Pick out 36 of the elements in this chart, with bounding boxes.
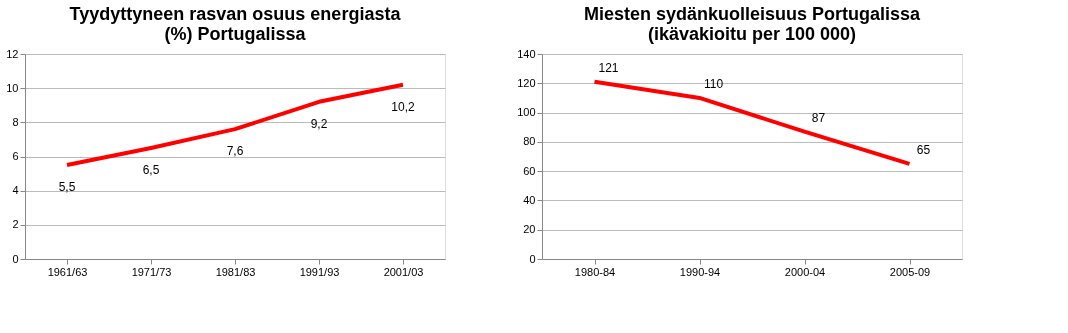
y-tick-label: 2	[12, 218, 19, 231]
data-label: 10,2	[391, 99, 415, 114]
y-tick-label: 6	[12, 150, 19, 162]
x-tick-label: 2000-04	[784, 265, 826, 278]
chart-title: Tyydyttyneen rasvan osuus energiasta (%) Portugalissa	[69, 4, 402, 44]
x-tick-label: 2005-09	[889, 265, 931, 278]
data-label: 87	[811, 110, 826, 125]
data-label: 7,6	[226, 144, 244, 159]
y-tick-label: 12	[6, 47, 19, 60]
data-label: 5,5	[58, 180, 76, 195]
y-tick-label: 140	[517, 47, 536, 60]
x-tick-label: 1961/63	[47, 265, 88, 278]
y-tick-label: 100	[517, 106, 536, 119]
y-tick-label: 8	[12, 115, 19, 128]
data-label: 65	[916, 142, 931, 157]
y-tick-label: 0	[12, 252, 19, 265]
chart-title: Miesten sydänkuolleisuus Portugalissa (ikävakioitu per 100 000)	[583, 4, 922, 44]
y-tick-label: 60	[523, 164, 536, 177]
line-series	[592, 79, 912, 166]
data-label: 9,2	[310, 116, 328, 131]
y-tick-label: 40	[523, 193, 536, 206]
data-label: 121	[598, 60, 619, 75]
y-tick-label: 20	[523, 223, 536, 236]
y-tick-label: 0	[529, 252, 536, 265]
x-tick-label: 1981/83	[215, 265, 256, 278]
x-tick-label: 1980-84	[574, 265, 616, 278]
y-tick-label: 80	[523, 135, 536, 148]
y-tick-label: 10	[6, 81, 19, 94]
y-tick-label: 120	[517, 76, 536, 89]
data-label: 110	[703, 76, 724, 91]
x-tick-label: 2001/03	[383, 265, 424, 278]
y-tick-label: 4	[12, 184, 19, 197]
data-label: 6,5	[142, 162, 160, 177]
x-tick-label: 1971/73	[131, 265, 172, 278]
x-tick-label: 1990-94	[679, 265, 721, 278]
x-tick-label: 1991/93	[299, 265, 340, 278]
